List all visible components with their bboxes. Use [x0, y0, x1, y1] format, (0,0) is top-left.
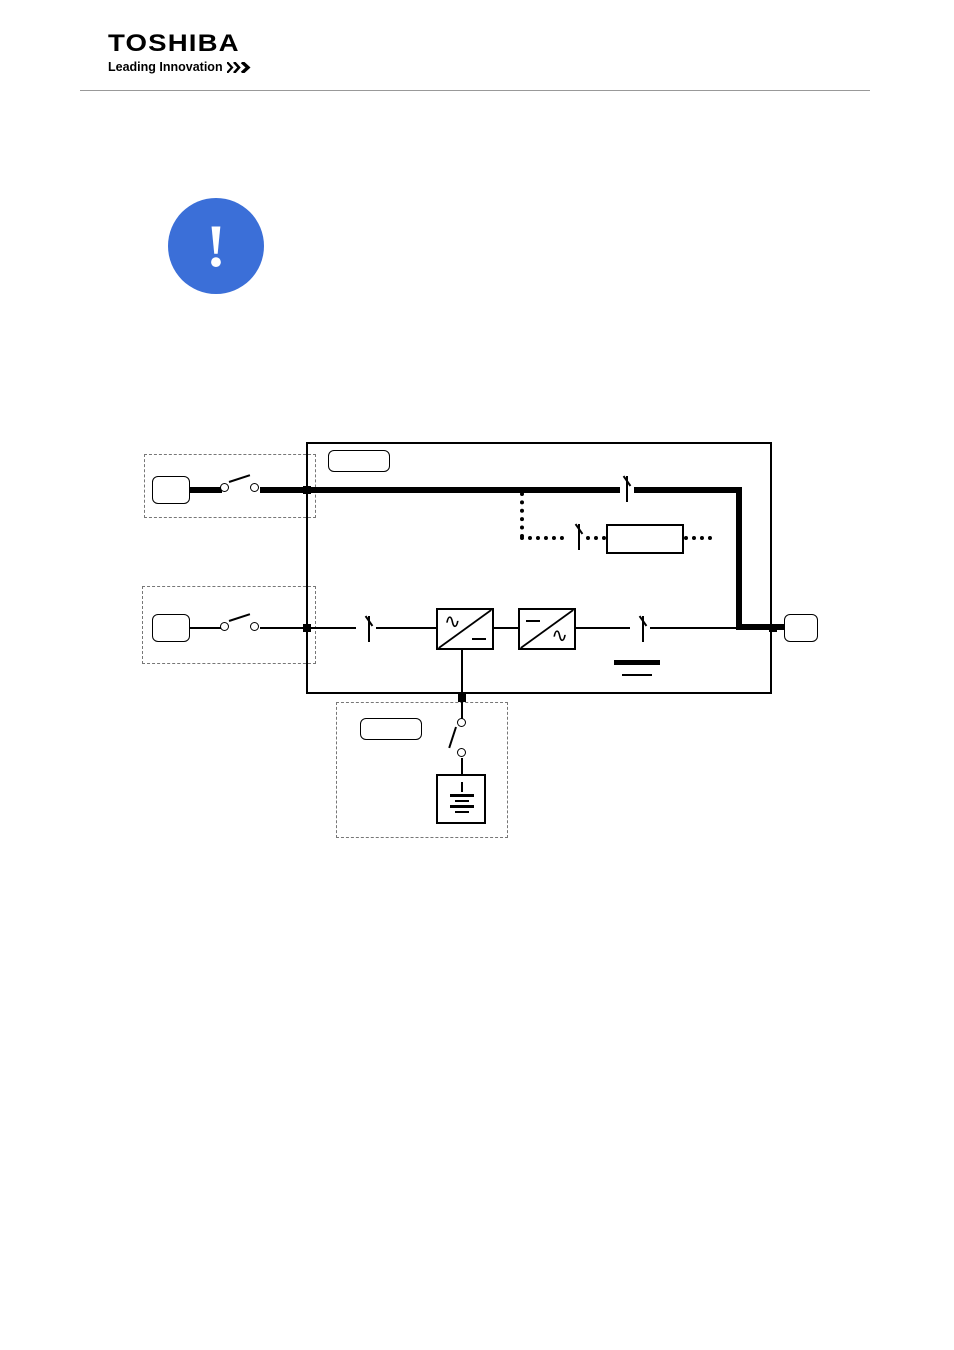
brand-wordmark: TOSHIBA	[108, 30, 279, 58]
line-batt-1	[461, 650, 463, 720]
line-option-v	[520, 492, 524, 538]
label-battery	[360, 718, 422, 740]
rectifier: ∿	[436, 608, 494, 650]
exclamation-icon: !	[206, 216, 226, 276]
line-main-2	[376, 627, 436, 629]
line-bypass-in	[190, 487, 222, 493]
switch-batt-b	[457, 748, 466, 757]
header: TOSHIBA Leading Innovation	[108, 30, 257, 74]
switch-top-a	[220, 483, 229, 492]
filter-bar-1	[614, 660, 660, 665]
line-main-4	[650, 627, 740, 629]
output-terminal	[784, 614, 818, 642]
node-in-top	[303, 486, 311, 494]
node-out	[769, 624, 777, 632]
line-main-1	[260, 627, 356, 629]
switch-bot-a	[220, 622, 229, 631]
notice-icon: !	[168, 198, 264, 294]
line-main-in	[190, 627, 222, 629]
tagline-text: Leading Innovation	[108, 60, 223, 74]
option-block	[606, 524, 684, 554]
circuit-diagram: ∿ ∿	[120, 436, 820, 856]
contactor-main-in	[360, 616, 378, 642]
line-dc-link	[494, 627, 518, 629]
input-terminal-bottom	[152, 614, 190, 642]
line-option-h2	[586, 536, 606, 540]
header-rule	[80, 90, 870, 91]
page: TOSHIBA Leading Innovation !	[0, 0, 954, 1350]
switch-top-b	[250, 483, 259, 492]
inverter: ∿	[518, 608, 576, 650]
input-terminal-top	[152, 476, 190, 504]
filter-bar-2	[622, 674, 652, 676]
line-option-h3	[684, 536, 712, 540]
line-batt-2	[461, 758, 463, 774]
tagline: Leading Innovation	[108, 60, 257, 74]
line-bypass-2	[634, 487, 742, 493]
label-top	[328, 450, 390, 472]
battery	[436, 774, 486, 824]
line-option-h1	[520, 536, 564, 540]
chevron-icon	[227, 62, 257, 73]
switch-bot-b	[250, 622, 259, 631]
line-main-3	[576, 627, 630, 629]
switch-batt-a	[457, 718, 466, 727]
line-bypass-1	[260, 487, 620, 493]
ups-frame	[306, 442, 772, 694]
line-bypass-down	[736, 487, 742, 630]
contactor-main-out	[634, 616, 652, 642]
